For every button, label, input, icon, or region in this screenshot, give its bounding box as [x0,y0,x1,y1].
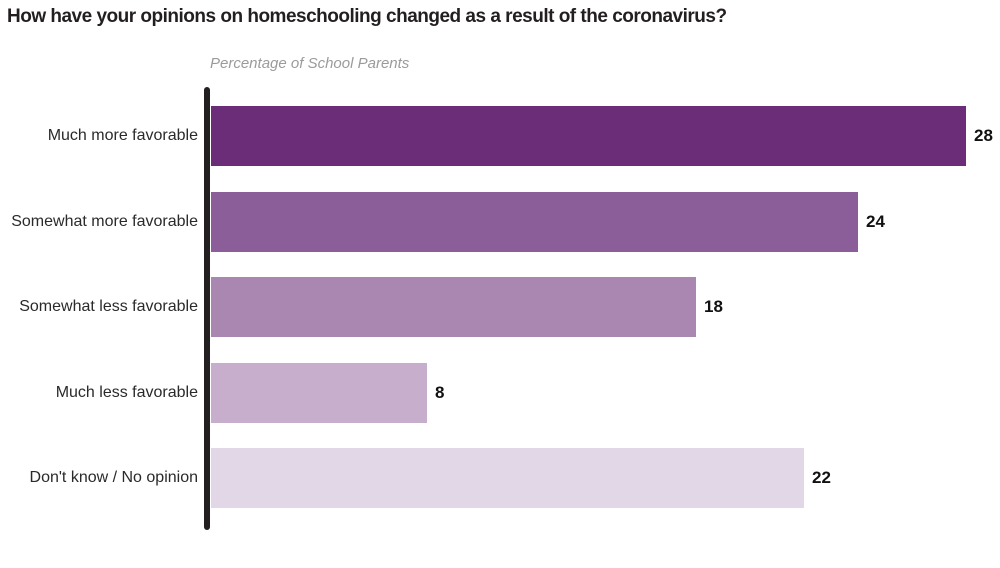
bar-row: Somewhat more favorable 24 [0,192,1000,252]
bar [211,363,427,423]
bar-row: Don't know / No opinion 22 [0,448,1000,508]
bar-row: Much less favorable 8 [0,363,1000,423]
category-label: Don't know / No opinion [29,469,198,486]
value-label: 28 [974,126,993,145]
bar [211,277,696,337]
category-label: Somewhat less favorable [19,298,198,315]
value-label: 24 [866,212,885,231]
chart-subtitle: Percentage of School Parents [210,55,410,72]
value-label: 8 [435,383,445,402]
bar [211,448,804,508]
bar [211,192,858,252]
bar-row: Somewhat less favorable 18 [0,277,1000,337]
category-label: Much less favorable [55,384,198,401]
bar [211,106,966,166]
category-label: Much more favorable [47,127,198,144]
value-label: 18 [704,297,723,316]
bar-row: Much more favorable 28 [0,106,1000,166]
y-axis-line [204,87,210,530]
category-label: Somewhat more favorable [11,213,198,230]
value-label: 22 [812,468,831,487]
chart-title: How have your opinions on homeschooling … [7,6,727,27]
